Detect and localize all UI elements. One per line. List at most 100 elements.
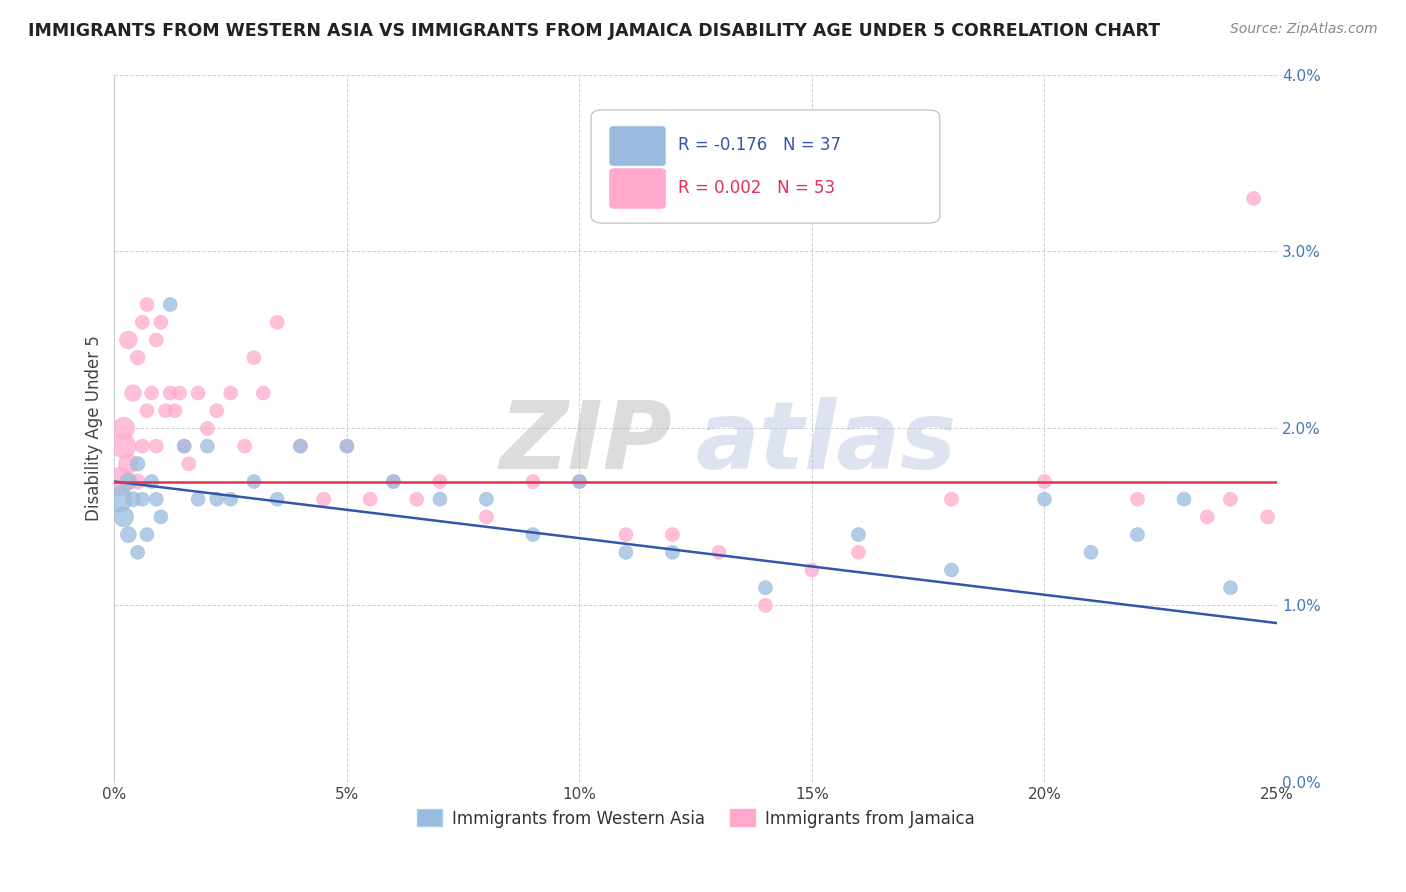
Point	[122, 386, 145, 401]
Point	[614, 545, 637, 559]
Point	[405, 492, 427, 507]
Point	[848, 527, 870, 541]
Point	[800, 563, 823, 577]
Point	[219, 492, 242, 507]
Point	[336, 439, 359, 453]
Point	[266, 315, 288, 329]
Point	[266, 492, 288, 507]
Point	[661, 545, 683, 559]
Point	[127, 351, 149, 365]
Point	[941, 563, 963, 577]
Point	[243, 475, 266, 489]
Point	[382, 475, 405, 489]
Point	[429, 475, 451, 489]
Point	[359, 492, 381, 507]
Point	[155, 403, 177, 417]
Point	[1173, 492, 1195, 507]
Point	[312, 492, 335, 507]
Point	[131, 439, 153, 453]
Point	[197, 439, 219, 453]
Point	[149, 510, 172, 524]
Point	[159, 386, 181, 401]
Point	[187, 386, 209, 401]
Point	[136, 297, 159, 311]
Y-axis label: Disability Age Under 5: Disability Age Under 5	[86, 335, 103, 521]
Point	[112, 510, 135, 524]
Point	[1033, 492, 1056, 507]
FancyBboxPatch shape	[610, 126, 665, 166]
Point	[382, 475, 405, 489]
Point	[117, 527, 139, 541]
Point	[145, 492, 167, 507]
Point	[941, 492, 963, 507]
Point	[336, 439, 359, 453]
Point	[131, 492, 153, 507]
Point	[149, 315, 172, 329]
Point	[1033, 475, 1056, 489]
Point	[848, 545, 870, 559]
Point	[568, 475, 591, 489]
Point	[163, 403, 186, 417]
Point	[169, 386, 191, 401]
Point	[1257, 510, 1279, 524]
Point	[1219, 581, 1241, 595]
Point	[614, 527, 637, 541]
Point	[177, 457, 200, 471]
Text: Source: ZipAtlas.com: Source: ZipAtlas.com	[1230, 22, 1378, 37]
Point	[127, 545, 149, 559]
Point	[145, 439, 167, 453]
FancyBboxPatch shape	[610, 169, 665, 209]
Point	[661, 527, 683, 541]
Legend: Immigrants from Western Asia, Immigrants from Jamaica: Immigrants from Western Asia, Immigrants…	[411, 803, 981, 834]
Point	[159, 297, 181, 311]
Point	[117, 333, 139, 347]
Text: IMMIGRANTS FROM WESTERN ASIA VS IMMIGRANTS FROM JAMAICA DISABILITY AGE UNDER 5 C: IMMIGRANTS FROM WESTERN ASIA VS IMMIGRAN…	[28, 22, 1160, 40]
Point	[429, 492, 451, 507]
Text: ZIP: ZIP	[499, 397, 672, 489]
Point	[475, 492, 498, 507]
Point	[568, 475, 591, 489]
Point	[205, 492, 228, 507]
Point	[1197, 510, 1219, 524]
Point	[112, 421, 135, 435]
Point	[243, 351, 266, 365]
Point	[1126, 527, 1149, 541]
Point	[117, 475, 139, 489]
Point	[112, 439, 135, 453]
Text: R = -0.176   N = 37: R = -0.176 N = 37	[678, 136, 841, 154]
FancyBboxPatch shape	[591, 110, 939, 223]
Point	[141, 386, 163, 401]
Point	[136, 527, 159, 541]
Point	[108, 492, 131, 507]
Point	[205, 403, 228, 417]
Point	[522, 475, 544, 489]
Text: R = 0.002   N = 53: R = 0.002 N = 53	[678, 178, 835, 197]
Point	[1219, 492, 1241, 507]
Text: atlas: atlas	[696, 397, 957, 489]
Point	[219, 386, 242, 401]
Point	[290, 439, 312, 453]
Point	[108, 475, 131, 489]
Point	[1080, 545, 1102, 559]
Point	[522, 527, 544, 541]
Point	[122, 492, 145, 507]
Point	[131, 315, 153, 329]
Point	[1126, 492, 1149, 507]
Point	[187, 492, 209, 507]
Point	[127, 457, 149, 471]
Point	[117, 457, 139, 471]
Point	[145, 333, 167, 347]
Point	[754, 599, 776, 613]
Point	[233, 439, 256, 453]
Point	[127, 475, 149, 489]
Point	[290, 439, 312, 453]
Point	[475, 510, 498, 524]
Point	[141, 475, 163, 489]
Point	[173, 439, 195, 453]
Point	[173, 439, 195, 453]
Point	[136, 403, 159, 417]
Point	[252, 386, 274, 401]
Point	[707, 545, 730, 559]
Point	[1243, 191, 1265, 205]
Point	[197, 421, 219, 435]
